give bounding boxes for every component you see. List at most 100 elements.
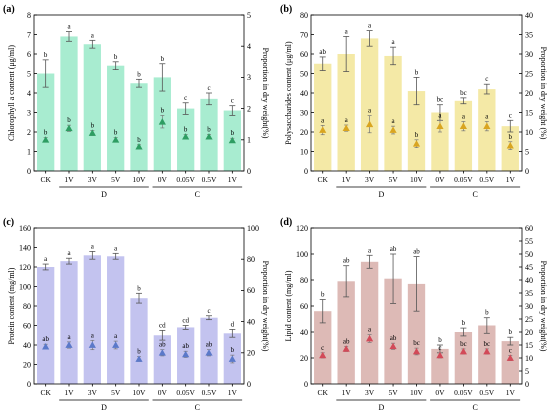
y-tick-label: 80 [23,302,31,311]
bar [431,348,449,384]
x-tick-label: 3V [365,388,375,397]
y-tick-label: 0 [27,167,31,176]
y-tick-label: 1 [27,147,31,156]
y2-tick-label: 5 [247,11,251,20]
x-tick-label: 0.5V [479,175,494,184]
point-significance-label: b [67,116,71,124]
bar-significance-label: b [485,309,489,317]
y2-tick-label: 40 [525,11,533,20]
x-tick-label: 10V [133,388,147,397]
y-tick-label: 50 [300,69,308,78]
x-tick-label: 1V [64,388,74,397]
bar [478,325,496,384]
bar-significance-label: b [509,328,513,336]
bar-significance-label: bc [437,96,444,104]
bar [384,278,402,384]
x-tick-label: 0.05V [454,388,473,397]
x-tick-label: 5V [111,175,121,184]
chart-panel-1: b a a b b b c c c b b b b b b b b b 0 1 2 3 4 5 6 7 8 0 1 2 3 4 5 CK 1V 3V 5… [3,4,270,199]
y2-tick-label: 60 [525,224,533,233]
point-significance-label: b [137,348,141,356]
bar-significance-label: c [207,307,210,315]
y2-tick-label: 10 [525,128,533,137]
y-tick-label: 80 [300,276,308,285]
data-point [506,354,514,361]
point-significance-label: b [231,346,235,354]
bar [407,91,426,171]
bar [83,44,101,171]
y2-tick-label: 2 [247,104,251,113]
panel-label: (d) [280,217,292,228]
data-point [366,120,374,128]
bar [314,63,332,171]
x-tick-label: 5V [111,388,121,397]
data-point [319,126,327,133]
point-significance-label: b [44,129,48,137]
y-axis-label: Chlorophyll a content (μg/ml) [7,45,16,141]
x-tick-label: CK [40,388,51,397]
data-point [42,342,50,350]
bar-significance-label: b [462,319,466,327]
data-point [88,129,96,136]
point-significance-label: bc [460,340,467,348]
y2-tick-label: 50 [525,250,533,259]
group-label: C [472,190,477,199]
y2-tick-label: 30 [525,50,533,59]
bar-significance-label: a [345,27,349,35]
bar [83,255,101,384]
x-tick-label: 5V [388,175,398,184]
y2-tick-label: 4 [247,42,251,51]
x-tick-label: 0.05V [454,175,473,184]
data-point [182,133,190,140]
y-tick-label: 80 [300,11,308,20]
bar-significance-label: b [44,51,48,59]
data-point [205,133,213,140]
x-tick-label: 0.05V [176,388,195,397]
y2-tick-label: 15 [525,108,533,117]
y2-tick-label: 20 [247,349,255,358]
y-tick-label: 6 [27,50,31,59]
y2-tick-label: 45 [525,263,533,272]
point-significance-label: a [392,117,396,125]
bar [501,341,519,384]
bar-significance-label: a [91,31,95,39]
bar [384,55,402,172]
y2-tick-label: 100 [247,224,259,233]
group-label: C [195,190,200,199]
point-significance-label: bc [413,339,420,347]
data-point [436,351,444,359]
data-point [459,347,467,355]
y-tick-label: 4 [27,89,31,98]
point-significance-label: b [207,125,211,133]
x-tick-label: 0V [158,388,168,397]
bar-significance-label: c [231,97,234,105]
x-tick-label: 1V [506,175,516,184]
point-significance-label: a [67,333,71,341]
point-significance-label: ab [182,342,189,350]
group-label: C [195,403,200,412]
y-tick-label: 120 [296,224,308,233]
bar [314,311,332,384]
point-significance-label: a [485,112,489,120]
data-point [228,355,236,362]
bar-significance-label: b [321,291,325,299]
bar-significance-label: a [91,242,95,250]
y2-tick-label: 30 [525,302,533,311]
y2-tick-label: 10 [525,354,533,363]
point-significance-label: bc [484,340,491,348]
data-point [483,122,491,130]
y-tick-label: 8 [27,11,31,20]
bar [37,267,55,384]
point-significance-label: ab [206,341,213,349]
y-tick-label: 70 [300,30,308,39]
bar-significance-label: b [415,68,419,76]
y-tick-label: 7 [27,30,31,39]
y2-tick-label: 20 [525,89,533,98]
bar-significance-label: b [161,55,165,63]
data-point [182,350,190,358]
y2-tick-label: 80 [247,255,255,264]
y2-tick-label: 15 [525,341,533,350]
y-tick-label: 5 [27,69,31,78]
x-tick-label: 1V [64,175,74,184]
